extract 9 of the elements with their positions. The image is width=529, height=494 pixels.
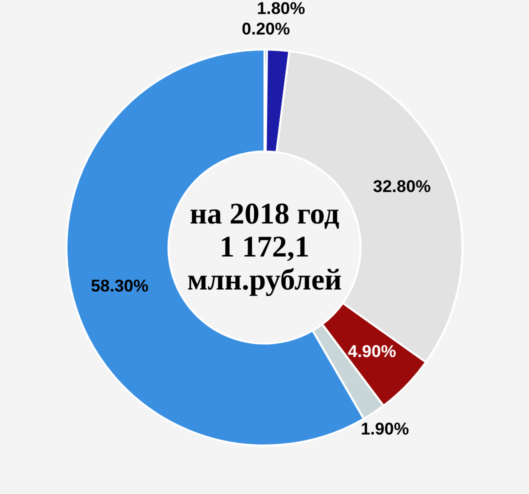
text: млн.рублей — [187, 263, 342, 296]
data-label: 4.90% — [348, 342, 396, 362]
data-label: 1.80% — [256, 0, 306, 18]
data-label: 32.80% — [373, 177, 431, 196]
data-label: 58.30% — [90, 276, 148, 296]
text: на 2018 год — [190, 198, 340, 231]
data-label: 1.90% — [360, 419, 409, 438]
data-label: 0.20% — [242, 20, 290, 39]
text: 1 172,1 — [220, 230, 310, 264]
